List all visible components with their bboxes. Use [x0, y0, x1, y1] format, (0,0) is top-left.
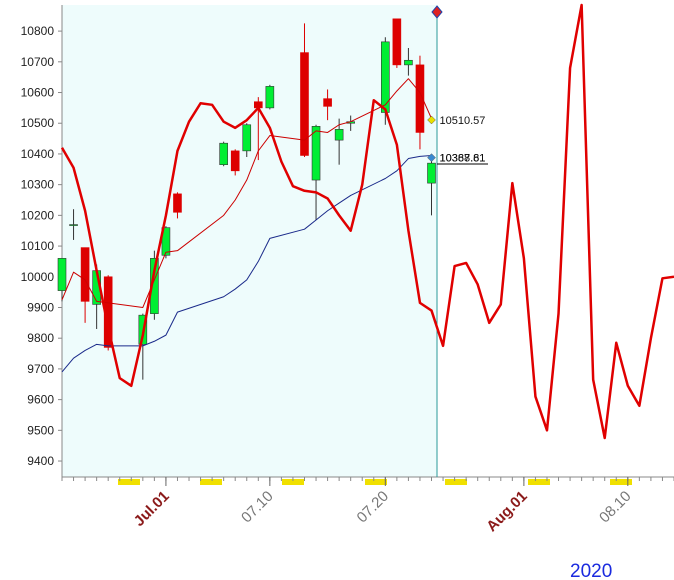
- candle-body: [392, 18, 402, 66]
- x-tick-label: 07.20: [354, 488, 393, 527]
- moving-average: [61, 154, 432, 373]
- y-tick-label: 9900: [27, 300, 54, 314]
- y-tick-label: 10700: [21, 55, 55, 69]
- y-tick-label: 10100: [21, 239, 55, 253]
- candle-body: [323, 98, 332, 107]
- candle-body: [69, 224, 78, 226]
- weekend-marks: [118, 479, 632, 485]
- candle-body: [300, 52, 309, 156]
- candle-body: [334, 129, 344, 141]
- annotation-label: 10368.61: [440, 153, 486, 165]
- current-marker: [431, 5, 443, 19]
- year-label: 2020: [570, 561, 612, 580]
- candle-body: [219, 142, 228, 165]
- candle-body: [242, 124, 252, 152]
- y-tick-label: 10400: [21, 147, 55, 161]
- history-shade: [62, 5, 437, 477]
- candle-body: [265, 86, 275, 109]
- moving-average: [61, 78, 432, 308]
- y-tick-label: 9500: [27, 423, 54, 437]
- annotation-label: 10510.57: [440, 115, 486, 127]
- x-tick-label: Jul.01: [131, 488, 173, 530]
- y-tick-label: 10600: [21, 86, 55, 100]
- y-tick-label: 10500: [21, 116, 55, 130]
- candle-body: [415, 64, 425, 133]
- y-tick-label: 10800: [21, 24, 55, 38]
- x-tick-label: Aug.01: [483, 488, 530, 535]
- y-tick-label: 10200: [21, 208, 55, 222]
- y-tick-label: 9600: [27, 393, 54, 407]
- y-tick-label: 10300: [21, 178, 55, 192]
- forecast-line: [60, 3, 674, 440]
- candle-body: [173, 193, 182, 213]
- candle-body: [161, 227, 171, 256]
- x-tick-label: 07.10: [238, 488, 277, 527]
- annotation-marker: [427, 115, 436, 125]
- candle-body: [404, 59, 413, 66]
- candle-body: [80, 247, 90, 302]
- candle-body: [230, 150, 240, 172]
- annotation-marker: [427, 153, 436, 163]
- candle-body: [427, 162, 436, 184]
- annotation-label: 10387.81: [440, 153, 486, 165]
- y-tick-label: 9800: [27, 331, 54, 345]
- x-tick-label: 08.10: [596, 488, 635, 527]
- candle-body: [57, 258, 67, 291]
- y-tick-label: 9700: [27, 362, 54, 376]
- candle-body: [311, 126, 321, 181]
- y-tick-label: 9400: [27, 454, 54, 468]
- y-tick-label: 10000: [21, 270, 55, 284]
